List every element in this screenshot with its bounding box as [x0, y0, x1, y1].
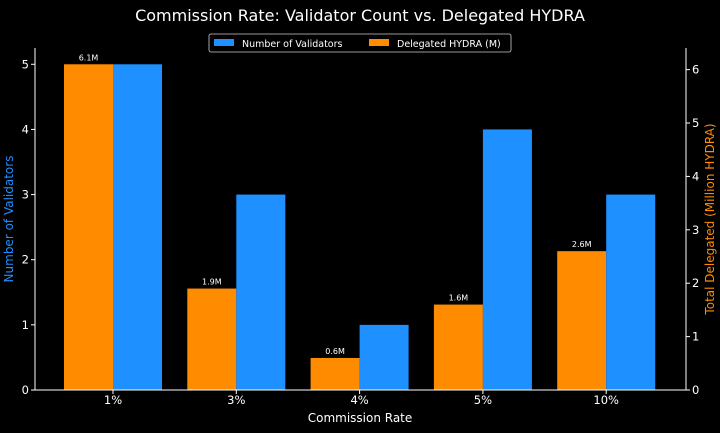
y-right-tick-label: 3 [692, 223, 699, 237]
y-right-tick-label: 5 [692, 116, 699, 130]
y-tick-label: 5 [22, 57, 29, 71]
data-label: 6.1M [79, 53, 99, 62]
legend: Number of Validators Delegated HYDRA (M) [208, 33, 512, 53]
y-tick-label: 4 [22, 122, 29, 136]
x-tick-label: 5% [474, 393, 492, 407]
x-axis-label: Commission Rate [308, 411, 413, 425]
y-right-tick-label: 0 [692, 383, 699, 397]
legend-swatch-delegated [369, 39, 389, 46]
y-right-tick-label: 1 [692, 330, 699, 344]
x-tick-label: 10% [593, 393, 619, 407]
bar-delegated [310, 357, 360, 390]
data-label: 1.9M [202, 278, 222, 287]
legend-swatch-validators [214, 39, 234, 46]
x-tick-label: 3% [227, 393, 245, 407]
chart-title: Commission Rate: Validator Count vs. Del… [135, 6, 585, 25]
y-right-tick-label: 2 [692, 276, 699, 290]
legend-label-validators: Number of Validators [242, 39, 343, 50]
y-axis-label: Number of Validators [2, 156, 16, 283]
bar-validators [482, 129, 532, 390]
data-label: 2.6M [572, 240, 592, 249]
bar-delegated [187, 288, 237, 390]
y-axis-right-label: Total Delegated (Million HYDRA) [703, 123, 717, 315]
bar-validators [359, 324, 409, 390]
bar-delegated [64, 64, 113, 391]
x-tick-label: 1% [104, 393, 122, 407]
data-label: 0.6M [325, 347, 345, 356]
y-tick-label: 1 [22, 318, 29, 332]
legend-box [208, 33, 512, 53]
y-right-tick-label: 6 [692, 63, 699, 77]
y-right-tick-label: 4 [692, 169, 699, 183]
data-label: 1.6M [449, 294, 469, 303]
bar-validators [236, 194, 286, 390]
x-tick-label: 4% [350, 393, 368, 407]
bar-validators [606, 194, 656, 390]
y-tick-label: 3 [22, 188, 29, 202]
legend-label-delegated: Delegated HYDRA (M) [397, 39, 501, 50]
y-tick-label: 2 [22, 253, 29, 267]
bar-delegated [557, 251, 607, 390]
y-tick-label: 0 [22, 383, 29, 397]
bar-validators [113, 64, 162, 391]
bar-delegated [433, 304, 483, 390]
